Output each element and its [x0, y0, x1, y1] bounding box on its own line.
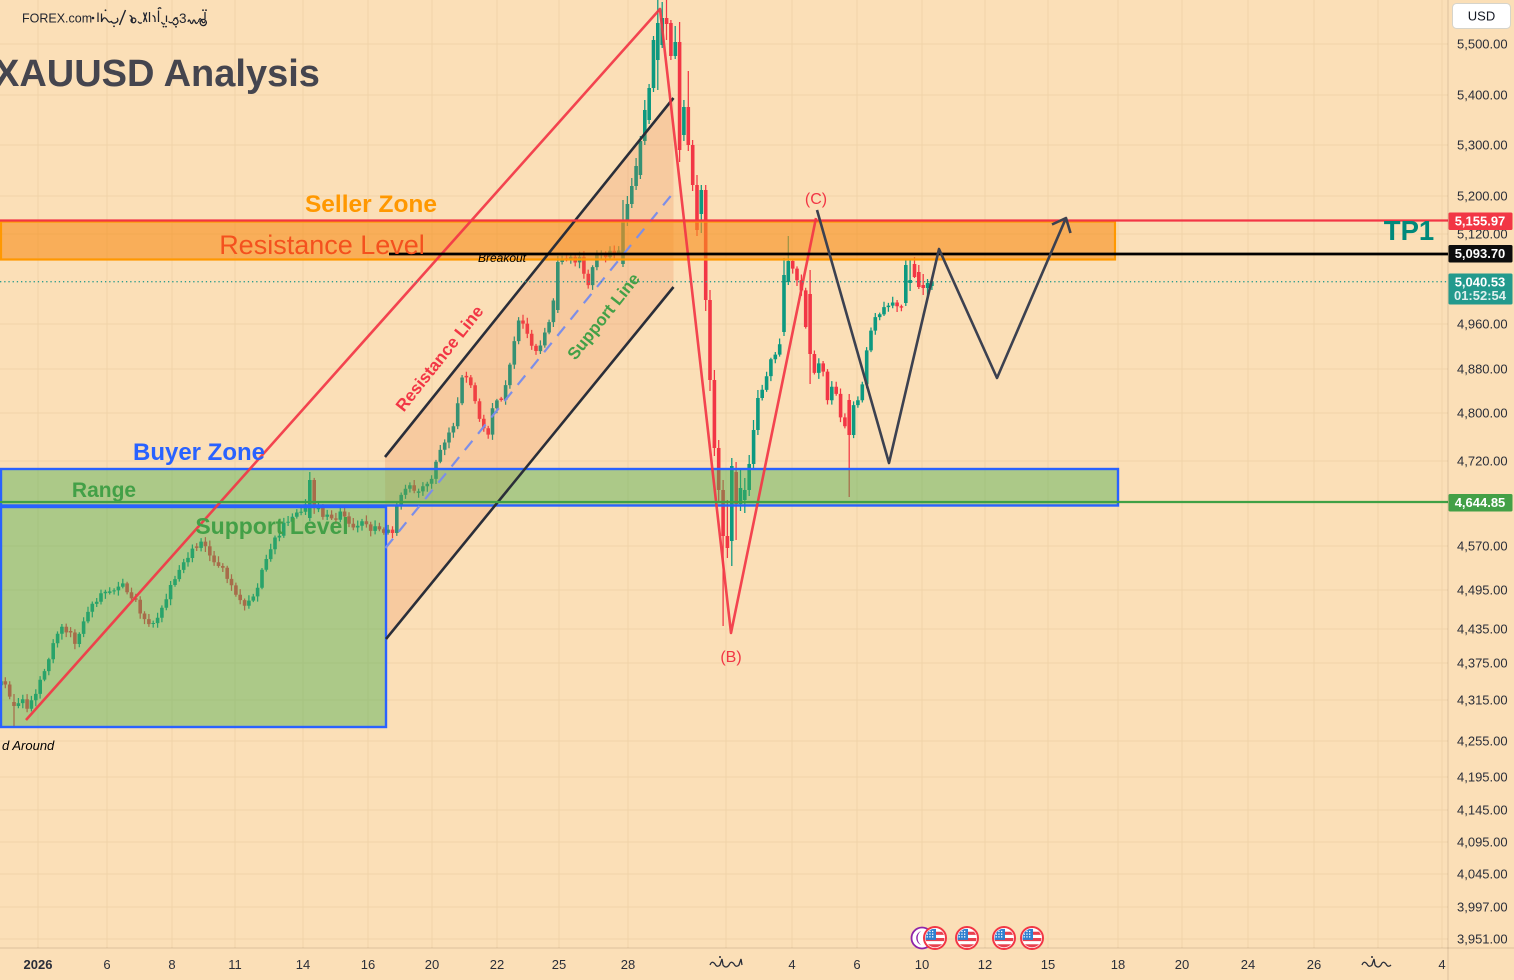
svg-text:4: 4: [788, 957, 795, 972]
svg-text:4,880.00: 4,880.00: [1457, 362, 1508, 377]
svg-text:4,435.00: 4,435.00: [1457, 622, 1508, 637]
svg-text:(C): (C): [805, 191, 827, 208]
svg-text:(B): (B): [720, 649, 741, 666]
svg-text:4,255.00: 4,255.00: [1457, 734, 1508, 749]
svg-text:4,145.00: 4,145.00: [1457, 803, 1508, 818]
svg-text:5,300.00: 5,300.00: [1457, 138, 1508, 153]
svg-text:4,570.00: 4,570.00: [1457, 539, 1508, 554]
svg-text:3,997.00: 3,997.00: [1457, 900, 1508, 915]
svg-text:24: 24: [1241, 957, 1255, 972]
svg-text:01:52:54: 01:52:54: [1454, 288, 1507, 303]
svg-text:3: 3: [179, 11, 187, 26]
svg-text:Support Level: Support Level: [195, 513, 348, 539]
svg-text:5,400.00: 5,400.00: [1457, 88, 1508, 103]
svg-text:4,315.00: 4,315.00: [1457, 693, 1508, 708]
svg-text:6: 6: [853, 957, 860, 972]
svg-text:5,200.00: 5,200.00: [1457, 189, 1508, 204]
svg-text:4,800.00: 4,800.00: [1457, 406, 1508, 421]
svg-text:20: 20: [1175, 957, 1189, 972]
svg-text:16: 16: [361, 957, 375, 972]
svg-text:FOREX.com: FOREX.com: [22, 12, 92, 26]
svg-text:12: 12: [978, 957, 992, 972]
svg-text:Buyer Zone: Buyer Zone: [133, 439, 265, 466]
svg-text:4,960.00: 4,960.00: [1457, 317, 1508, 332]
svg-text:Range: Range: [72, 479, 136, 502]
svg-text:5,040.53: 5,040.53: [1455, 275, 1506, 290]
svg-text:2026: 2026: [24, 957, 53, 972]
svg-text:USD: USD: [1468, 9, 1495, 24]
svg-text:Breakout: Breakout: [478, 251, 527, 265]
svg-text:4,375.00: 4,375.00: [1457, 656, 1508, 671]
svg-text:20: 20: [425, 957, 439, 972]
svg-text:3,951.00: 3,951.00: [1457, 932, 1508, 947]
svg-text:4,720.00: 4,720.00: [1457, 454, 1508, 469]
svg-text:d Around: d Around: [2, 738, 55, 753]
svg-text:15: 15: [1041, 957, 1055, 972]
svg-text:18: 18: [1111, 957, 1125, 972]
svg-text:5,093.70: 5,093.70: [1455, 246, 1506, 261]
svg-text:4: 4: [1438, 957, 1445, 972]
svg-text:5,120.00: 5,120.00: [1457, 227, 1508, 242]
svg-text:4,095.00: 4,095.00: [1457, 835, 1508, 850]
svg-text:28: 28: [621, 957, 635, 972]
svg-text:6: 6: [103, 957, 110, 972]
svg-text:26: 26: [1307, 957, 1321, 972]
svg-text:8: 8: [168, 957, 175, 972]
svg-text:4,644.85: 4,644.85: [1455, 495, 1506, 510]
svg-text:Resistance Level: Resistance Level: [219, 230, 425, 260]
svg-text:10: 10: [915, 957, 929, 972]
svg-text:25: 25: [552, 957, 566, 972]
svg-text:5,155.97: 5,155.97: [1455, 214, 1506, 229]
svg-text:22: 22: [490, 957, 504, 972]
svg-text:Seller Zone: Seller Zone: [305, 191, 437, 218]
svg-text:11: 11: [228, 957, 242, 972]
svg-text:TP1: TP1: [1384, 215, 1434, 246]
svg-text:14: 14: [296, 957, 310, 972]
svg-text:XAUUSD Analysis: XAUUSD Analysis: [0, 53, 320, 95]
svg-text:4,195.00: 4,195.00: [1457, 770, 1508, 785]
svg-text:4,045.00: 4,045.00: [1457, 867, 1508, 882]
svg-text:4,495.00: 4,495.00: [1457, 583, 1508, 598]
svg-text:5,500.00: 5,500.00: [1457, 37, 1508, 52]
